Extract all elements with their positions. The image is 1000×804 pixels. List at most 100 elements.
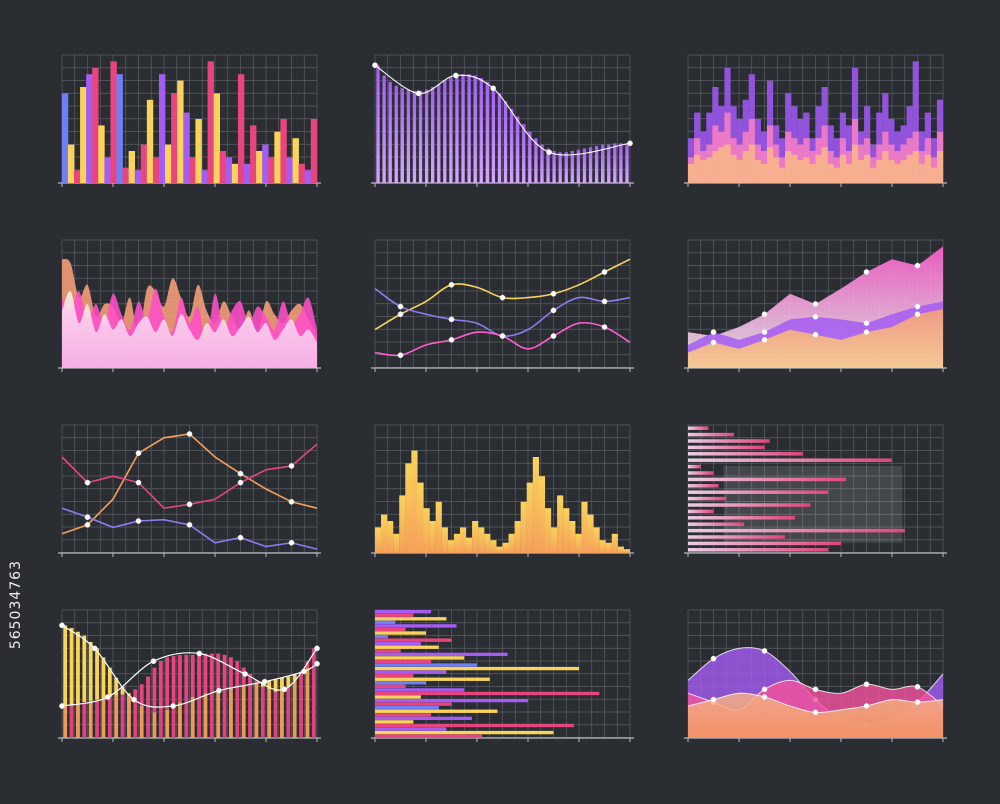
bar <box>613 143 617 183</box>
chart-5-series-3 <box>374 321 631 359</box>
bar <box>736 159 743 183</box>
bar <box>870 167 877 183</box>
bar <box>918 163 925 183</box>
bar <box>388 81 392 183</box>
bar <box>375 627 406 632</box>
point <box>84 521 91 528</box>
point <box>281 686 288 693</box>
bar <box>534 138 538 183</box>
bar <box>225 157 233 183</box>
bar-upper <box>158 661 163 713</box>
bar <box>748 144 755 183</box>
bar <box>262 144 269 183</box>
bar-lower <box>171 706 176 738</box>
bar-lower <box>260 686 265 738</box>
bar <box>688 490 829 494</box>
point <box>812 709 819 716</box>
bar <box>754 159 761 183</box>
bar <box>86 74 93 183</box>
bar-lower <box>184 699 189 738</box>
point <box>59 703 65 709</box>
bar <box>821 147 828 183</box>
bar-upper <box>101 657 106 699</box>
bar <box>375 645 439 649</box>
bar-lower <box>299 671 303 738</box>
bar-upper <box>248 674 252 685</box>
bar <box>207 61 214 183</box>
point <box>710 655 717 662</box>
bar <box>243 163 251 183</box>
bar <box>376 65 380 183</box>
bar <box>80 87 87 183</box>
bar <box>304 170 312 183</box>
bar <box>375 652 508 657</box>
point <box>242 671 248 677</box>
bar-lower <box>76 703 80 738</box>
bar <box>688 439 770 443</box>
bar <box>588 147 593 183</box>
bar <box>375 620 396 625</box>
bar-lower <box>101 698 106 738</box>
bar-upper <box>292 674 297 681</box>
bar-lower <box>273 691 278 738</box>
chart-8-bars <box>374 450 631 553</box>
bar <box>478 527 485 553</box>
bar-lower <box>114 695 119 738</box>
bar <box>256 151 263 183</box>
point <box>812 313 819 320</box>
bar-lower <box>241 685 246 738</box>
bar <box>906 154 913 183</box>
bar <box>375 727 447 731</box>
bar <box>237 74 245 183</box>
bar <box>417 482 424 553</box>
bar <box>502 542 509 553</box>
bar <box>375 681 426 685</box>
bar <box>520 501 527 553</box>
bar-upper <box>146 676 150 710</box>
bar <box>688 528 905 533</box>
point <box>448 336 455 343</box>
bar <box>375 631 426 635</box>
bar <box>375 617 447 621</box>
bar-upper <box>184 654 189 700</box>
bar-lower <box>190 697 195 738</box>
point <box>499 333 506 339</box>
bar <box>936 151 944 183</box>
bar <box>797 159 804 183</box>
chart-11-bars <box>375 610 600 738</box>
bar <box>864 154 871 183</box>
bar-upper <box>209 653 214 692</box>
bar <box>375 698 528 703</box>
bar <box>532 457 539 553</box>
point <box>314 660 320 667</box>
point <box>397 303 404 310</box>
bar <box>406 89 411 183</box>
point <box>601 269 608 275</box>
bar <box>900 159 907 183</box>
bar <box>582 148 587 183</box>
bar <box>516 116 520 183</box>
bar <box>617 546 624 553</box>
bar-lower <box>139 706 144 738</box>
bar <box>815 154 822 183</box>
bar <box>688 452 803 456</box>
bar-upper <box>203 653 208 694</box>
bar <box>558 152 562 183</box>
point <box>397 311 404 318</box>
bar-lower <box>216 690 221 738</box>
point <box>288 539 295 546</box>
bar <box>104 157 111 183</box>
bar <box>400 88 404 183</box>
bar-lower <box>222 689 227 738</box>
point <box>601 324 608 330</box>
point <box>546 149 552 156</box>
bar <box>700 159 707 183</box>
bar <box>298 163 306 183</box>
bar <box>201 170 208 183</box>
bar <box>845 163 853 183</box>
stock-id-label: 565034763 <box>8 560 24 650</box>
bar <box>706 157 713 183</box>
bar <box>587 514 594 553</box>
point <box>91 645 98 652</box>
bar <box>712 151 719 183</box>
